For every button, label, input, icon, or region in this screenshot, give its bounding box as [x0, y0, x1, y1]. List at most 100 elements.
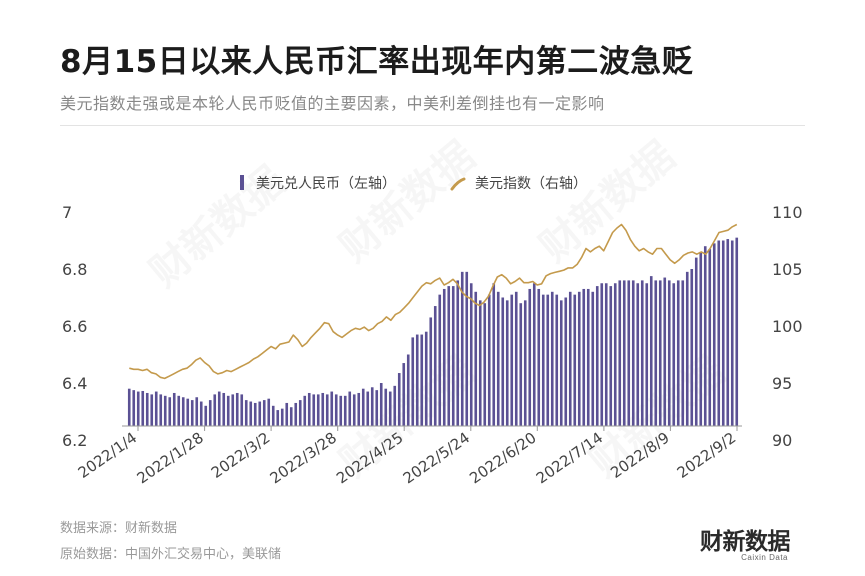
bar	[600, 283, 604, 426]
bar	[154, 391, 158, 426]
bar	[685, 271, 689, 426]
bar	[532, 283, 536, 426]
bar	[667, 280, 671, 426]
bar	[595, 286, 599, 426]
bar	[253, 402, 257, 426]
bar	[343, 395, 347, 426]
bar	[285, 402, 289, 426]
bar	[249, 401, 253, 426]
right-axis-tick-label: 105	[772, 260, 803, 279]
bar	[640, 280, 644, 426]
bar	[442, 288, 446, 426]
bar	[681, 280, 685, 426]
bar	[316, 394, 320, 426]
bar	[289, 407, 293, 426]
bar	[676, 280, 680, 426]
bar	[730, 240, 734, 426]
bar	[519, 303, 523, 426]
bar	[555, 294, 559, 426]
bar	[366, 391, 370, 426]
bar	[654, 280, 658, 426]
bar	[478, 300, 482, 426]
bar	[361, 388, 365, 426]
bar	[280, 408, 284, 426]
bar	[163, 395, 167, 426]
bar	[424, 331, 428, 426]
bar	[262, 400, 266, 426]
left-axis-tick-label: 6.4	[62, 374, 87, 393]
bar	[186, 398, 190, 426]
bar	[213, 394, 217, 426]
bar	[136, 391, 140, 426]
bar	[631, 280, 635, 426]
bar	[321, 392, 325, 426]
bar	[411, 337, 415, 426]
right-axis-ticks: 90 95 100 105 110	[772, 203, 803, 450]
bar	[204, 405, 208, 426]
bar	[271, 405, 275, 426]
divider	[60, 125, 805, 126]
x-axis-tick-label: 2022/7/14	[533, 429, 606, 488]
bar	[226, 395, 230, 426]
bar	[375, 390, 379, 426]
bar	[177, 395, 181, 426]
bar	[141, 390, 145, 426]
bar	[244, 400, 248, 426]
bar	[496, 291, 500, 426]
line-series	[129, 223, 738, 380]
bar	[510, 294, 514, 426]
bar	[190, 400, 194, 426]
x-axis-tick-label: 2022/5/24	[400, 429, 473, 488]
left-axis-tick-label: 7	[62, 203, 72, 222]
brand-logo-cn: 财新数据	[700, 529, 791, 555]
bar	[267, 398, 271, 426]
bar	[339, 395, 343, 426]
raw-data-source: 原始数据：中国外汇交易中心，美联储	[60, 547, 282, 562]
bar	[145, 392, 149, 426]
bar	[712, 243, 716, 426]
left-axis-ticks: 6.2 6.4 6.6 6.8 7	[62, 203, 87, 450]
x-axis-tick-label: 2022/6/20	[466, 429, 539, 488]
bar	[582, 288, 586, 426]
legend-line-label: 美元指数（右轴）	[475, 176, 587, 192]
bar	[501, 297, 505, 426]
bar	[235, 392, 239, 426]
x-axis-tick-label: 2022/1/28	[134, 429, 207, 488]
right-axis-tick-label: 90	[772, 431, 792, 450]
bar	[514, 291, 518, 426]
bar	[370, 387, 374, 426]
bar	[208, 400, 212, 426]
bar	[523, 300, 527, 426]
bar	[573, 294, 577, 426]
bar	[240, 394, 244, 426]
bar	[577, 291, 581, 426]
bar	[546, 294, 550, 426]
right-axis-tick-label: 110	[772, 203, 803, 222]
bar	[663, 277, 667, 426]
bar	[586, 288, 590, 426]
bar	[199, 401, 203, 426]
chart-subtitle: 美元指数走强或是本轮人民币贬值的主要因素，中美利差倒挂也有一定影响	[60, 94, 605, 113]
bar	[690, 269, 694, 426]
bar-series	[127, 237, 739, 426]
x-axis-tick-label: 2022/4/25	[333, 429, 406, 488]
bar	[312, 394, 316, 426]
bar	[622, 280, 626, 426]
bar	[420, 334, 424, 426]
bar	[438, 294, 442, 426]
bar	[645, 283, 649, 426]
bar	[537, 288, 541, 426]
bar	[397, 373, 401, 426]
bar	[307, 392, 311, 426]
bar	[181, 397, 185, 426]
bar	[388, 391, 392, 426]
data-source: 数据来源：财新数据	[60, 521, 178, 536]
bar	[294, 402, 298, 426]
bar	[298, 400, 302, 426]
bar	[222, 392, 226, 426]
bar	[735, 237, 739, 426]
bar	[672, 283, 676, 426]
bar	[618, 280, 622, 426]
bar	[564, 297, 568, 426]
